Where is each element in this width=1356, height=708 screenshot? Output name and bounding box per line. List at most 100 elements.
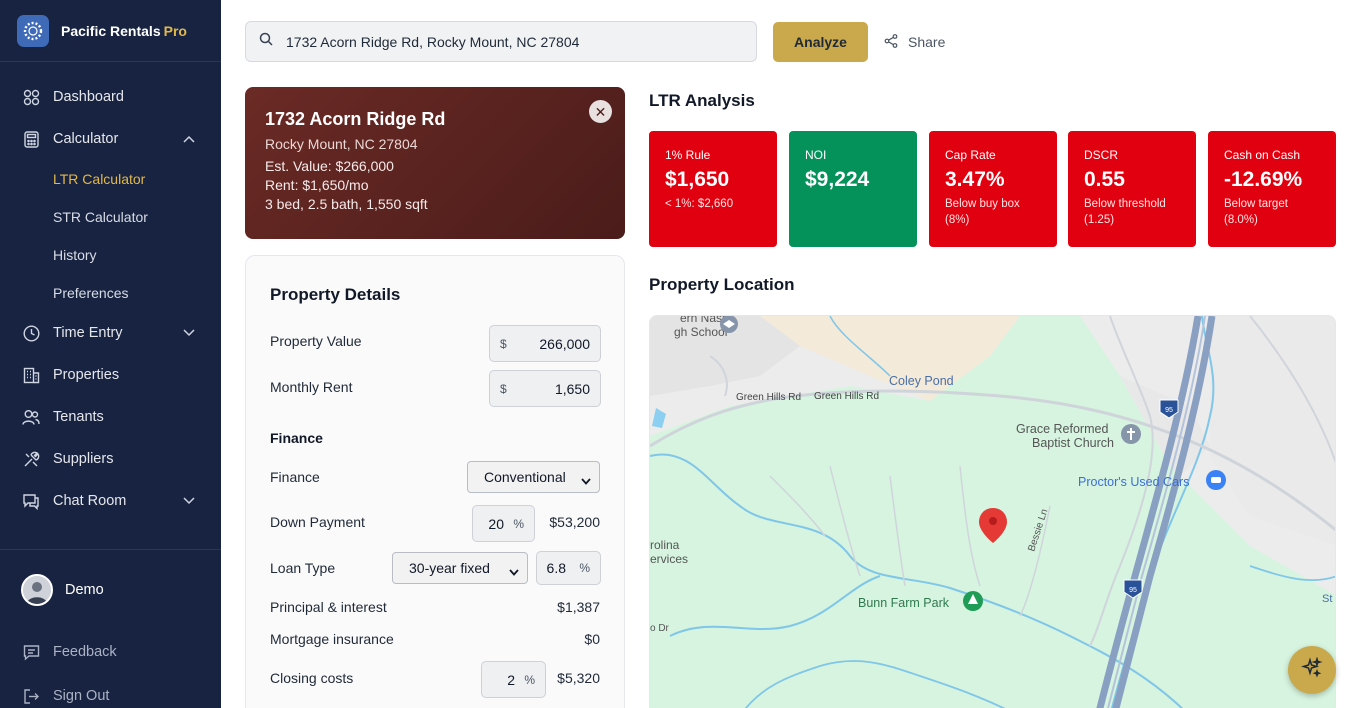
map-label-grace-church-2: Baptist Church: [1032, 436, 1114, 450]
down-payment-input[interactable]: 20 %: [472, 505, 535, 542]
down-payment-label: Down Payment: [270, 514, 365, 530]
user-profile[interactable]: Demo: [0, 550, 221, 630]
brand-name: Pacific Rentals Pro: [61, 22, 187, 39]
principal-interest-value: $1,387: [557, 599, 600, 615]
sidebar-subitem-str-calculator[interactable]: STR Calculator: [53, 209, 148, 225]
share-button[interactable]: Share: [884, 22, 945, 62]
property-details-panel: Property Details Property Value $ 266,00…: [245, 255, 625, 708]
share-label: Share: [908, 34, 946, 50]
sidebar-nav: Dashboard Calculator LTR Calculator STR …: [0, 62, 221, 522]
sidebar-item-suppliers[interactable]: Suppliers: [0, 438, 221, 480]
currency-prefix: $: [500, 381, 507, 396]
finance-select[interactable]: Conventional: [467, 461, 600, 493]
metric-value: $9,224: [805, 168, 870, 191]
finance-selected: Conventional: [484, 469, 566, 485]
property-value-value: 266,000: [539, 335, 590, 352]
percent-suffix: %: [524, 672, 535, 687]
loan-type-label: Loan Type: [270, 560, 336, 576]
ai-assistant-button[interactable]: [1288, 646, 1336, 694]
metric-cash-on-cash: Cash on Cash -12.69% Below target (8.0%): [1208, 131, 1336, 247]
interest-rate-input[interactable]: 6.8 %: [536, 551, 601, 585]
sidebar-subitem-history[interactable]: History: [53, 247, 97, 263]
closing-costs-input[interactable]: 2 %: [481, 661, 546, 698]
share-icon: [884, 33, 908, 51]
map-label-carolina: rolina: [650, 538, 680, 552]
avatar: [21, 574, 53, 606]
sidebar-item-label: Time Entry: [53, 325, 123, 341]
feedback-label: Feedback: [53, 644, 117, 660]
sidebar-item-properties[interactable]: Properties: [0, 354, 221, 396]
sidebar-item-label: Properties: [53, 367, 120, 383]
monthly-rent-input[interactable]: $ 1,650: [489, 370, 601, 407]
sidebar-item-label: Suppliers: [53, 451, 114, 467]
interstate-shield-icon: 95: [1159, 399, 1179, 419]
sidebar-item-label: Tenants: [53, 409, 104, 425]
metric-value: 0.55: [1084, 168, 1125, 191]
sidebar-subitem-ltr-calculator[interactable]: LTR Calculator: [53, 171, 146, 187]
location-map[interactable]: 95 95 ern Nash gh School Coley Pond Gree…: [649, 315, 1336, 708]
metric-dscr: DSCR 0.55 Below threshold (1.25): [1068, 131, 1196, 247]
sign-out-link[interactable]: Sign Out: [0, 674, 221, 708]
property-value-label: Property Value: [270, 333, 362, 349]
loan-type-selected: 30-year fixed: [409, 560, 490, 576]
chevron-down-icon: [183, 493, 195, 509]
sidebar-item-label: Dashboard: [53, 89, 124, 105]
percent-suffix: %: [579, 561, 590, 575]
closing-costs-amount: $5,320: [557, 670, 600, 686]
monthly-rent-value: 1,650: [554, 380, 590, 397]
school-icon: [720, 316, 738, 333]
feedback-link[interactable]: Feedback: [0, 630, 221, 674]
sidebar-item-calculator[interactable]: Calculator: [0, 118, 221, 160]
metric-subtext: < 1%: $2,660: [665, 198, 734, 210]
sidebar-item-tenants[interactable]: Tenants: [0, 396, 221, 438]
property-rent: Rent: $1,650/mo: [265, 177, 369, 193]
interest-rate-value: 6.8: [546, 560, 566, 576]
finance-label: Finance: [270, 469, 320, 485]
search-value: 1732 Acorn Ridge Rd, Rocky Mount, NC 278…: [286, 33, 580, 50]
grid-icon: [22, 88, 40, 106]
search-input[interactable]: 1732 Acorn Ridge Rd, Rocky Mount, NC 278…: [245, 21, 757, 62]
metric-subtext: Below buy box (8%): [945, 198, 1020, 226]
sidebar-item-label: Calculator: [53, 131, 119, 147]
users-icon: [22, 408, 40, 426]
sidebar-item-chat-room[interactable]: Chat Room: [0, 480, 221, 522]
loan-type-select[interactable]: 30-year fixed: [392, 552, 528, 584]
finance-section-heading: Finance: [270, 430, 323, 446]
metric-noi: NOI $9,224: [789, 131, 917, 247]
metric-subtext: Below target (8.0%): [1224, 198, 1288, 226]
metric-label: Cash on Cash: [1224, 148, 1301, 162]
brand-logo-icon: [17, 14, 49, 47]
clock-icon: [22, 324, 40, 342]
sidebar-item-time-entry[interactable]: Time Entry: [0, 312, 221, 354]
metric-value: $1,650: [665, 168, 730, 191]
sign-out-icon: [22, 687, 40, 705]
ltr-analysis-title: LTR Analysis: [649, 91, 755, 110]
property-value-input[interactable]: $ 266,000: [489, 325, 601, 362]
metric-subtext: Below threshold (1.25): [1084, 198, 1166, 226]
search-icon: [259, 32, 273, 51]
church-icon: [1121, 424, 1141, 444]
map-label-proctors: Proctor's Used Cars: [1078, 475, 1189, 489]
currency-prefix: $: [500, 336, 507, 351]
chevron-up-icon: [183, 131, 195, 147]
map-label-carolina-2: ervices: [650, 552, 688, 566]
sidebar: Pacific Rentals Pro Dashboard Calculator …: [0, 0, 221, 708]
sidebar-item-label: Chat Room: [53, 493, 127, 509]
property-city: Rocky Mount, NC 27804: [265, 136, 418, 152]
interstate-label: 95: [1165, 407, 1173, 414]
metric-label: 1% Rule: [665, 148, 711, 162]
interstate-label: 95: [1129, 587, 1137, 594]
metric-label: Cap Rate: [945, 148, 996, 162]
map-pin-icon[interactable]: [979, 508, 1007, 543]
calculator-icon: [22, 130, 40, 148]
analyze-button[interactable]: Analyze: [773, 22, 868, 62]
sidebar-subitem-preferences[interactable]: Preferences: [53, 285, 129, 301]
brand[interactable]: Pacific Rentals Pro: [0, 0, 221, 62]
close-icon[interactable]: ✕: [589, 100, 612, 123]
property-specs: 3 bed, 2.5 bath, 1,550 sqft: [265, 196, 428, 212]
sidebar-footer: Demo Feedback Sign Out: [0, 549, 221, 708]
map-label-green-hills-rd: Green Hills Rd: [736, 392, 801, 403]
tools-icon: [22, 450, 40, 468]
sidebar-item-dashboard[interactable]: Dashboard: [0, 76, 221, 118]
down-payment-value: 20: [488, 515, 504, 532]
